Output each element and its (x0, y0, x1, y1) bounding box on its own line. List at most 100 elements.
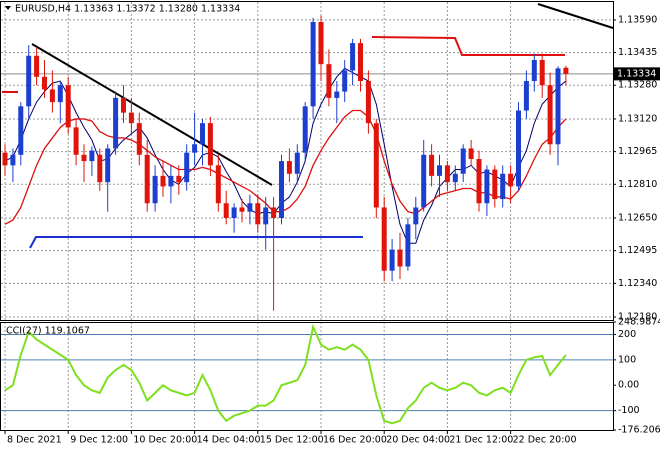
candle-body (128, 112, 134, 124)
y-tick-label: 1.12495 (618, 245, 657, 256)
y-tick-label: 200 (618, 329, 636, 340)
x-tick-label: 22 Dec 20:00 (513, 435, 577, 446)
candle-body (176, 175, 182, 183)
candle-body (421, 154, 427, 208)
candle-body (358, 43, 363, 82)
candle-body (531, 59, 537, 82)
mark-layer (2, 15, 569, 425)
moving-average (4, 109, 567, 225)
x-tick-label: 21 Dec 12:00 (449, 435, 513, 446)
candle-body (476, 158, 482, 204)
candle-body (10, 154, 16, 166)
candle-body (405, 224, 411, 267)
candle-body (381, 207, 387, 271)
x-tick-label: 10 Dec 20:00 (133, 435, 197, 446)
y-tick-label: 100 (618, 354, 636, 365)
x-tick-label: 14 Dec 04:00 (197, 435, 261, 446)
candle-body (326, 64, 332, 98)
candle-body (500, 173, 506, 200)
trendline (537, 3, 614, 29)
candle-body (342, 70, 348, 92)
y-tick-label: 1.12340 (618, 278, 657, 289)
candle-body (239, 207, 245, 212)
candle-body (42, 76, 47, 90)
candle-body (413, 207, 419, 225)
candle-body (18, 106, 24, 155)
candle-body (105, 148, 111, 183)
candle-body (563, 67, 569, 74)
candle-body (294, 152, 300, 174)
y-tick-label: -176.206 (618, 425, 660, 436)
main-panel-frame (0, 1, 614, 321)
candle-body (49, 89, 55, 103)
last-price-box (614, 67, 660, 81)
candle-body (168, 175, 174, 187)
candle-body (263, 207, 269, 225)
candle-body (200, 123, 205, 145)
y-tick-label: 1.12965 (618, 146, 657, 157)
cci-title: CCI(27) 119.1067 (6, 326, 90, 337)
candle-body (444, 165, 450, 183)
x-tick-label: 20 Dec 04:00 (386, 435, 450, 446)
candle-body (152, 175, 158, 204)
candle-body (523, 81, 529, 111)
candle-body (334, 91, 340, 98)
candle-body (192, 144, 198, 153)
candle-body (468, 148, 474, 159)
cci-panel-frame (0, 322, 614, 431)
support-line (29, 236, 363, 249)
x-tick-label: 8 Dec 2021 (7, 435, 62, 446)
candle-body (136, 123, 142, 155)
candle-body (547, 85, 553, 145)
candle-body (73, 127, 79, 155)
candle-body (26, 55, 32, 107)
candle-body (310, 22, 316, 107)
candle-body (350, 43, 356, 71)
candle-body (57, 85, 63, 103)
candle-body (223, 203, 229, 219)
candle-body (215, 165, 221, 204)
candle-body (516, 110, 521, 187)
candle-body (97, 154, 103, 183)
candle-body (160, 175, 166, 187)
candle-body (144, 154, 150, 204)
candle-body (121, 97, 126, 113)
candle-body (34, 55, 40, 77)
trendline (31, 43, 273, 186)
candle-body (373, 123, 379, 208)
y-tick-label: 1.13435 (618, 47, 657, 58)
candle-body (184, 152, 190, 183)
y-tick-label: 248.9874 (618, 317, 660, 328)
candle-body (89, 150, 95, 162)
cci-line (4, 323, 567, 425)
candle-body (271, 207, 277, 219)
last-price-label: 1.13334 (617, 68, 656, 79)
candle-body (247, 203, 253, 212)
candle-body (429, 154, 435, 176)
x-tick-label: 16 Dec 20:00 (323, 435, 387, 446)
y-tick-label: 1.13280 (618, 80, 657, 91)
chart-title: EURUSD,H4 1.13363 1.13372 1.13280 1.1333… (15, 4, 240, 15)
candle-body (302, 106, 308, 153)
candle-body (555, 68, 561, 145)
candle-body (318, 22, 324, 65)
candle-body (255, 203, 261, 225)
candle-body (437, 165, 442, 176)
y-tick-label: -100 (618, 405, 640, 416)
candle-body (539, 59, 545, 86)
y-tick-label: 1.13590 (618, 14, 657, 25)
candle-body (365, 81, 371, 124)
y-tick-label: 0.00 (618, 380, 639, 391)
resistance-line (371, 36, 565, 56)
y-tick-label: 1.12180 (618, 312, 657, 323)
y-tick-label: 1.13120 (618, 113, 657, 124)
candle-body (279, 161, 284, 219)
candle-body (65, 85, 71, 128)
candle-body (231, 207, 237, 219)
candle-body (207, 123, 213, 166)
y-tick-label: 1.12650 (618, 213, 657, 224)
candle-body (389, 249, 395, 271)
candle-body (508, 173, 514, 187)
candle-body (484, 169, 490, 204)
